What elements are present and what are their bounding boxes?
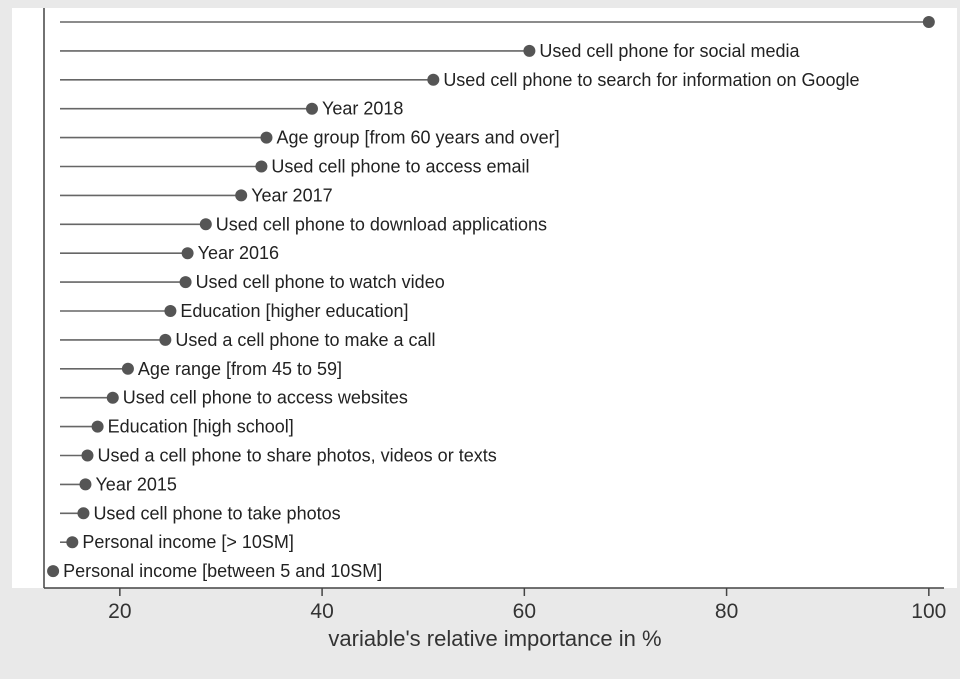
category-label: Education [higher education] <box>180 301 408 321</box>
lollipop-marker <box>164 305 177 317</box>
lollipop-marker <box>427 73 440 86</box>
plot-area <box>12 8 957 588</box>
category-label: Used cell phone to watch video <box>196 272 445 292</box>
category-label: Year 2018 <box>322 99 403 119</box>
x-tick-label: 60 <box>513 600 536 623</box>
x-tick-label: 20 <box>108 600 131 623</box>
lollipop-marker <box>179 276 192 289</box>
lollipop-marker <box>922 16 935 28</box>
x-tick-label: 40 <box>310 600 333 623</box>
category-label: Used cell phone to access websites <box>123 388 408 408</box>
category-label: Year 2017 <box>251 185 332 205</box>
category-label: Used cell phone to access email <box>271 157 529 177</box>
category-label: Personal income [> 10SM] <box>82 532 294 552</box>
category-label: Used cell phone to take photos <box>93 503 340 523</box>
lollipop-marker <box>47 565 60 578</box>
category-label: Education [high school] <box>108 417 294 437</box>
lollipop-marker <box>523 44 536 57</box>
lollipop-marker <box>159 333 172 346</box>
lollipop-marker <box>91 420 104 433</box>
lollipop-marker <box>235 189 248 202</box>
category-label: Used a cell phone to share photos, video… <box>97 446 496 466</box>
lollipop-marker <box>260 131 273 144</box>
lollipop-marker <box>77 507 90 520</box>
category-labels: Used cell phone for social media Used cel… <box>63 41 859 581</box>
lollipop-stems <box>60 21 929 544</box>
lollipop-marker <box>255 160 268 173</box>
lollipop-markers <box>47 16 935 578</box>
category-label: Age range [from 45 to 59] <box>138 359 342 379</box>
lollipop-marker <box>66 536 79 549</box>
category-label: Age group [from 60 years and over] <box>276 128 559 148</box>
lollipop-marker <box>199 218 212 231</box>
category-label: Used a cell phone to make a call <box>175 330 435 350</box>
lollipop-marker <box>106 391 119 404</box>
lollipop-marker <box>305 102 318 115</box>
category-label: Used cell phone for social media <box>539 41 800 61</box>
lollipop-marker <box>79 478 92 491</box>
x-tick-label: 100 <box>911 600 946 623</box>
x-axis-ticks: 20 40 60 80 100 <box>108 588 946 623</box>
category-label: Used cell phone to download applications <box>216 214 547 234</box>
x-axis-label: variable's relative importance in % <box>328 626 661 651</box>
category-label: Personal income [between 5 and 10SM] <box>63 561 382 581</box>
x-tick-label: 80 <box>715 600 738 623</box>
category-label: Year 2015 <box>95 474 176 494</box>
lollipop-marker <box>121 362 134 375</box>
lollipop-marker <box>81 449 94 462</box>
lollipop-marker <box>181 247 194 260</box>
category-label: Year 2016 <box>198 243 279 263</box>
category-label: Used cell phone to search for informatio… <box>443 70 859 90</box>
